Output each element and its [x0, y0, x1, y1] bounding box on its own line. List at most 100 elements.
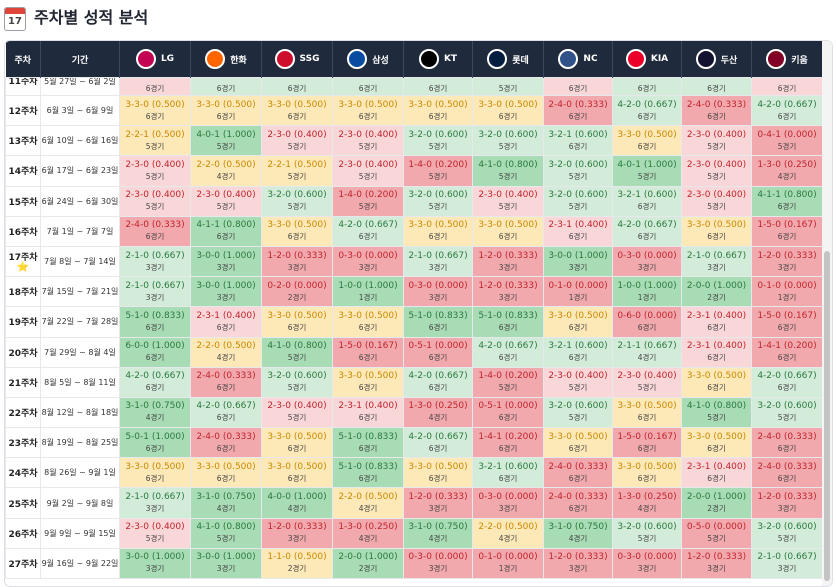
record-value: 3-3-0 (0.500) — [478, 99, 538, 110]
record-cell: 0-1-0 (0.000) 1경기 — [472, 547, 544, 580]
record-cell: 4-1-1 (0.800) 6경기 — [190, 215, 262, 247]
record-cell: 2-3-0 (0.400) 5경기 — [681, 155, 752, 187]
record-value: 5-1-0 (0.833) — [338, 431, 398, 442]
games-count: 6경기 — [287, 322, 307, 332]
games-count: 4경기 — [145, 413, 165, 423]
record-cell: 2-3-1 (0.400) 6경기 — [681, 457, 752, 489]
scrollbar-thumb[interactable] — [824, 251, 830, 581]
table-row: 26주차 9월 9일 ~ 9월 15일 2-3-0 (0.400) 5경기 4-1-0 … — [5, 517, 823, 549]
games-count: 3경기 — [145, 504, 165, 514]
record-cell: 2-3-0 (0.400) 5경기 — [261, 125, 333, 157]
record-value: 3-1-0 (0.750) — [548, 522, 608, 533]
record-cell: 1-2-0 (0.333) 3경기 — [403, 487, 473, 519]
record-value: 2-1-1 (0.667) — [617, 341, 677, 352]
period-cell: 9월 9일 ~ 9월 15일 — [40, 517, 120, 549]
week-cell: 18주차 — [5, 276, 41, 308]
record-cell: 6경기 — [332, 77, 404, 96]
week-label: 14주차 — [8, 167, 38, 178]
games-count: 3경기 — [637, 262, 657, 272]
team-column-header[interactable]: NC — [543, 41, 613, 78]
record-cell: 3-1-0 (0.750) 4경기 — [403, 517, 473, 549]
games-count: 4경기 — [216, 353, 236, 363]
record-value: 3-3-0 (0.500) — [617, 461, 677, 472]
record-cell: 2-1-0 (0.667) 3경기 — [403, 245, 473, 278]
games-count: 3경기 — [216, 292, 236, 302]
vertical-scrollbar[interactable] — [822, 41, 832, 586]
games-count: 3경기 — [216, 262, 236, 272]
games-count: 4경기 — [216, 504, 236, 514]
record-cell: 0-3-0 (0.000) 3경기 — [612, 245, 682, 278]
record-cell: 4-2-0 (0.667) 6경기 — [332, 215, 404, 247]
star-icon: ⭐ — [16, 262, 30, 274]
record-value: 2-3-1 (0.400) — [548, 220, 608, 231]
games-count: 4경기 — [358, 504, 378, 514]
table-header-row: 주차 기간 LG 한화 SSG 삼성 KT 롯데 NC KIA 두산 키움 — [5, 41, 823, 78]
record-value: 1-3-0 (0.250) — [408, 401, 468, 412]
team-column-header[interactable]: 롯데 — [472, 41, 544, 78]
record-value: 3-0-0 (1.000) — [196, 250, 256, 261]
team-column-header[interactable]: 키움 — [751, 41, 823, 78]
record-value: 2-4-0 (0.333) — [686, 99, 747, 110]
record-value: 3-2-0 (0.600) — [548, 401, 608, 412]
record-value: 2-0-0 (1.000) — [686, 280, 747, 291]
record-value: 3-1-0 (0.750) — [408, 522, 468, 533]
table-row: 21주차 8월 5일 ~ 8월 11일 4-2-0 (0.667) 6경기 2-4-0 … — [5, 366, 823, 398]
games-count: 6경기 — [216, 111, 236, 121]
record-value: 3-2-0 (0.600) — [267, 371, 327, 382]
record-cell: 3-2-1 (0.600) 6경기 — [472, 457, 544, 489]
team-column-header[interactable]: 한화 — [190, 41, 262, 78]
record-cell: 2-0-0 (1.000) 2경기 — [332, 547, 404, 580]
games-count: 6경기 — [777, 383, 797, 393]
page-header: 17 주차별 성적 분석 — [0, 0, 836, 40]
games-count: 6경기 — [498, 413, 518, 423]
games-count: 5경기 — [707, 413, 726, 423]
week-label: 21주차 — [8, 378, 38, 389]
table-row: 12주차 6월 3일 ~ 6월 9일 3-3-0 (0.500) 6경기 3-3-0 (… — [5, 94, 823, 127]
record-value: 3-2-1 (0.600) — [478, 461, 538, 472]
games-count: 2경기 — [358, 564, 378, 574]
games-count: 6경기 — [637, 111, 657, 121]
games-count: 1경기 — [358, 292, 378, 302]
week-cell: 22주차 — [5, 396, 41, 429]
record-cell: 2-4-0 (0.333) 6경기 — [190, 366, 262, 398]
table-row: 24주차 8월 26일 ~ 9월 1일 3-3-0 (0.500) 6경기 3-3-0 … — [5, 457, 823, 489]
record-value: 3-2-0 (0.600) — [408, 190, 468, 201]
record-cell: 2-3-0 (0.400) 5경기 — [472, 185, 544, 217]
record-value: 5-0-1 (1.000) — [125, 431, 185, 442]
record-value: 2-3-0 (0.400) — [338, 129, 398, 140]
record-cell: 0-5-1 (0.000) 6경기 — [472, 396, 544, 429]
record-value: 2-3-0 (0.400) — [338, 159, 398, 170]
record-cell: 3-3-0 (0.500) 6경기 — [261, 427, 333, 459]
games-count: 5경기 — [216, 141, 236, 151]
games-count: 5경기 — [145, 534, 165, 544]
team-column-header[interactable]: KIA — [612, 41, 682, 78]
games-count: 6경기 — [637, 413, 657, 423]
games-count: 5경기 — [287, 202, 307, 212]
table-row: 23주차 8월 19일 ~ 8월 25일 5-0-1 (1.000) 6경기 2-4-0… — [5, 427, 823, 459]
record-value: 3-2-1 (0.600) — [548, 129, 608, 140]
week-label: 22주차 — [8, 408, 38, 419]
record-cell: 3-3-0 (0.500) 6경기 — [403, 457, 473, 489]
games-count: 5경기 — [216, 202, 236, 212]
record-value: 2-2-0 (0.500) — [196, 341, 256, 352]
games-count: 6경기 — [145, 84, 165, 93]
record-value: 0-4-1 (0.000) — [757, 129, 817, 140]
team-column-header[interactable]: LG — [119, 41, 191, 78]
team-column-header[interactable]: KT — [403, 41, 473, 78]
team-name: 두산 — [720, 55, 738, 66]
record-cell: 6경기 — [190, 77, 262, 96]
record-value: 4-1-0 (0.800) — [686, 401, 747, 412]
record-cell: 4-2-0 (0.667) 6경기 — [403, 366, 473, 398]
record-cell: 2-4-0 (0.333) 6경기 — [190, 427, 262, 459]
team-logo-icon — [347, 49, 368, 69]
team-column-header[interactable]: SSG — [261, 41, 333, 78]
games-count: 5경기 — [428, 141, 448, 151]
record-value: 1-5-0 (0.167) — [338, 341, 398, 352]
team-column-header[interactable]: 두산 — [681, 41, 752, 78]
games-count: 6경기 — [777, 84, 797, 93]
team-column-header[interactable]: 삼성 — [332, 41, 404, 78]
record-cell: 3-3-0 (0.500) 6경기 — [681, 215, 752, 247]
record-cell: 4-2-0 (0.667) 6경기 — [119, 366, 191, 398]
games-count: 6경기 — [637, 443, 657, 453]
week-label: 12주차 — [8, 107, 38, 118]
